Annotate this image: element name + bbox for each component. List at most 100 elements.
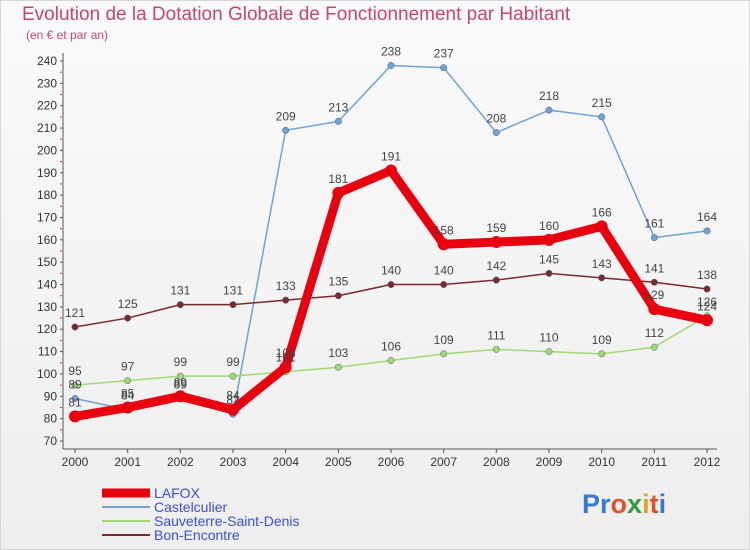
data-label: 164 [697, 210, 717, 224]
data-label: 89 [174, 378, 188, 392]
y-tick-label: 190 [37, 166, 57, 180]
x-tick-label: 2008 [483, 455, 510, 469]
y-tick-label: 200 [37, 143, 57, 157]
legend-label: Sauveterre-Saint-Denis [154, 513, 300, 529]
x-tick-label: 2009 [536, 455, 563, 469]
data-point [437, 238, 450, 251]
data-point [282, 126, 290, 134]
data-label: 112 [645, 326, 664, 340]
data-label: 209 [276, 109, 296, 123]
data-point [545, 269, 553, 277]
x-tick-label: 2003 [220, 455, 247, 469]
data-point [545, 106, 553, 114]
data-label: 159 [486, 221, 506, 235]
data-label: 101 [276, 351, 296, 365]
data-point [440, 281, 448, 288]
data-label: 181 [328, 172, 348, 186]
y-tick-label: 210 [37, 121, 57, 135]
data-label: 109 [592, 333, 612, 347]
data-point [121, 401, 134, 414]
legend-label: Castelculier [154, 499, 227, 515]
data-label: 95 [68, 364, 82, 378]
data-point [334, 292, 342, 300]
data-label: 109 [434, 333, 454, 347]
data-label: 103 [328, 346, 348, 360]
x-tick-label: 2000 [62, 455, 89, 469]
data-point [490, 236, 503, 249]
x-tick-label: 2012 [694, 455, 721, 469]
data-point [69, 410, 81, 423]
data-label: 82 [226, 393, 240, 407]
data-label: 84 [226, 389, 240, 403]
data-label: 141 [644, 261, 664, 275]
data-point [332, 186, 345, 199]
data-point [492, 129, 500, 136]
y-tick-label: 100 [37, 367, 57, 381]
data-point [598, 274, 606, 282]
data-label: 97 [121, 360, 135, 374]
y-tick-label: 240 [37, 54, 57, 68]
data-label: 213 [328, 100, 348, 114]
x-tick-label: 2001 [114, 455, 141, 469]
data-point [387, 357, 395, 364]
data-label: 191 [381, 150, 401, 164]
data-label: 103 [276, 346, 296, 360]
data-label: 121 [65, 306, 85, 320]
y-tick-label: 110 [38, 345, 57, 359]
y-tick-label: 130 [37, 300, 57, 314]
proxiti-logo: Proxiti [582, 489, 667, 519]
legend-label: Bon-Encontre [154, 527, 240, 543]
y-tick-label: 120 [37, 322, 57, 336]
data-point [229, 301, 237, 309]
x-tick-label: 2006 [378, 455, 405, 469]
data-point [174, 390, 187, 403]
data-label: 135 [328, 275, 348, 289]
x-tick-label: 2005 [325, 455, 352, 469]
y-tick-label: 90 [44, 389, 58, 403]
y-tick-label: 220 [37, 99, 57, 113]
data-point [334, 363, 342, 371]
data-point [650, 278, 658, 286]
data-point [703, 227, 711, 235]
data-point [124, 314, 132, 322]
data-label: 237 [434, 47, 454, 61]
y-tick-label: 230 [37, 76, 57, 90]
data-point [282, 296, 290, 304]
data-point [598, 350, 606, 358]
data-label: 124 [697, 299, 717, 313]
data-point [229, 372, 237, 380]
data-point [71, 395, 79, 402]
data-label: 218 [539, 89, 559, 103]
data-label: 81 [68, 395, 82, 409]
data-point [701, 314, 713, 327]
data-label: 166 [592, 205, 612, 219]
data-point [650, 343, 658, 351]
data-label: 158 [434, 223, 454, 237]
data-label: 99 [174, 355, 188, 369]
data-point [176, 301, 184, 309]
data-point [492, 276, 500, 284]
data-point [492, 345, 500, 353]
data-point [650, 234, 658, 242]
data-point [598, 113, 606, 121]
data-label: 215 [592, 96, 612, 110]
data-label: 131 [170, 284, 190, 298]
data-label: 126 [697, 295, 717, 309]
data-label: 140 [381, 264, 401, 278]
data-point [440, 350, 448, 358]
data-point [176, 372, 184, 380]
data-point [648, 303, 661, 316]
data-point [595, 220, 608, 233]
data-label: 160 [539, 219, 559, 233]
y-tick-label: 180 [37, 188, 57, 202]
data-label: 89 [68, 378, 82, 392]
data-point [71, 323, 79, 331]
data-point [385, 164, 397, 177]
x-tick-label: 2010 [588, 455, 615, 469]
data-label: 140 [434, 264, 454, 278]
data-label: 161 [644, 217, 664, 231]
data-label: 106 [381, 340, 401, 354]
data-label: 125 [118, 297, 138, 311]
chart-title: Evolution de la Dotation Globale de Fonc… [22, 4, 571, 25]
